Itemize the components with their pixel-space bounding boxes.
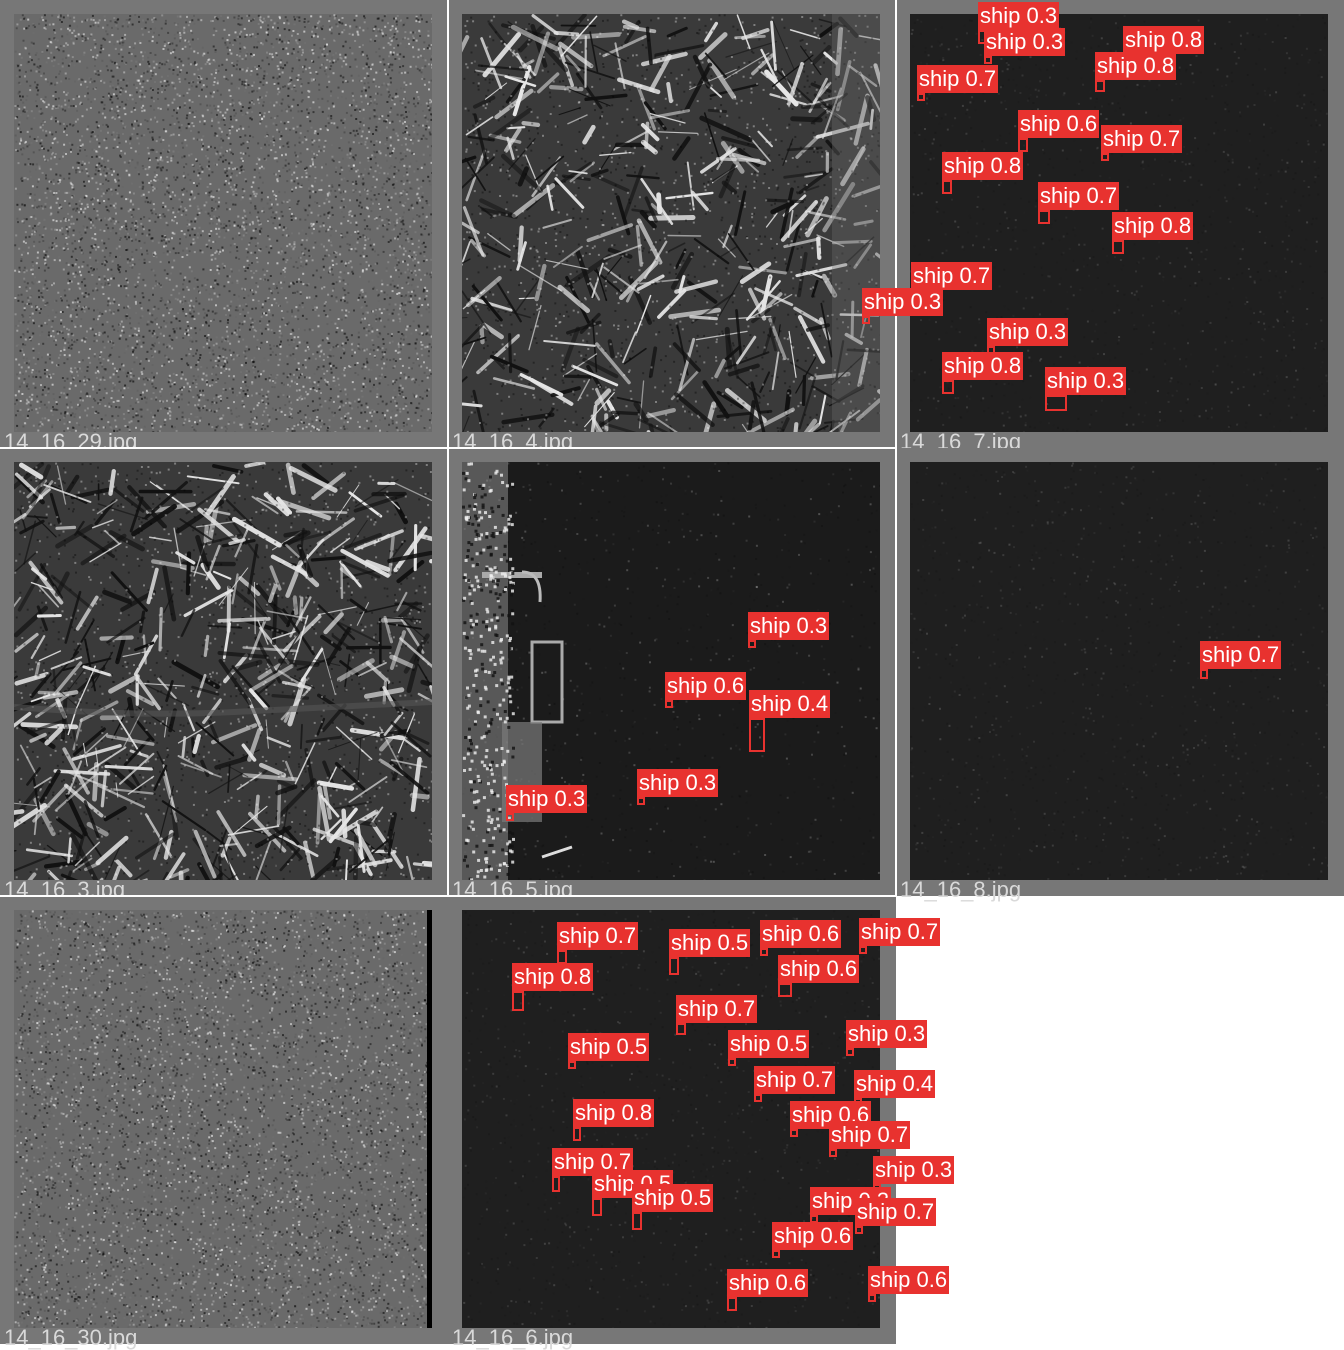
sar-image [910, 462, 1328, 880]
detection-box [862, 316, 870, 324]
detection-box [829, 1149, 837, 1157]
detection-label: ship 0.8 [942, 352, 1023, 380]
sar-image [14, 910, 432, 1328]
detection-label: ship 0.4 [749, 690, 830, 718]
detection-label: ship 0.3 [846, 1020, 927, 1048]
detection-box [592, 1198, 602, 1216]
detection-label: ship 0.6 [868, 1266, 949, 1294]
image-cell: 14_16_8.jpg [896, 448, 1344, 896]
detection-box [859, 946, 867, 954]
detection-label: ship 0.7 [855, 1198, 936, 1226]
detection-box [512, 991, 524, 1011]
detection-label: ship 0.7 [557, 922, 638, 950]
detection-box [942, 180, 952, 194]
detection-box [855, 1226, 863, 1234]
detection-label: ship 0.8 [942, 152, 1023, 180]
image-filename: 14_16_8.jpg [900, 878, 1021, 902]
detection-box [790, 1129, 798, 1137]
image-cell: 14_16_4.jpg [448, 0, 896, 448]
detection-label: ship 0.3 [984, 28, 1065, 56]
detection-box [552, 1176, 560, 1192]
detection-box [1018, 138, 1028, 152]
detection-box [778, 983, 792, 997]
detection-box [748, 640, 756, 648]
detection-label: ship 0.7 [1038, 182, 1119, 210]
detection-label: ship 0.5 [632, 1184, 713, 1212]
image-filename: 14_16_6.jpg [452, 1326, 573, 1350]
detection-box [557, 950, 567, 964]
detection-box [1200, 669, 1208, 679]
detection-label: ship 0.6 [760, 920, 841, 948]
detection-label: ship 0.8 [1123, 26, 1204, 54]
detection-label: ship 0.8 [1095, 52, 1176, 80]
detection-box [665, 700, 673, 708]
detection-label: ship 0.7 [1101, 125, 1182, 153]
detection-label: ship 0.7 [859, 918, 940, 946]
detection-box [568, 1061, 576, 1069]
grid-divider [0, 895, 896, 897]
detection-box [727, 1297, 737, 1311]
detection-label: ship 0.8 [573, 1099, 654, 1127]
detection-label: ship 0.7 [676, 995, 757, 1023]
detection-label: ship 0.7 [911, 262, 992, 290]
detection-box [772, 1250, 780, 1258]
detection-box [1045, 395, 1067, 411]
image-cell: 14_16_29.jpg [0, 0, 448, 448]
detection-label: ship 0.3 [637, 769, 718, 797]
detection-box [506, 813, 514, 821]
detection-box [728, 1058, 736, 1066]
detection-label: ship 0.3 [978, 2, 1059, 30]
detection-label: ship 0.5 [669, 929, 750, 957]
detection-box [749, 718, 765, 752]
detection-box [917, 93, 925, 101]
image-cell: 14_16_30.jpg [0, 896, 448, 1344]
detection-box [1112, 240, 1124, 254]
detection-label: ship 0.3 [987, 318, 1068, 346]
detection-label: ship 0.3 [748, 612, 829, 640]
detection-label: ship 0.7 [754, 1066, 835, 1094]
detection-box [942, 380, 954, 394]
sar-image [14, 14, 432, 432]
detection-label: ship 0.3 [1045, 367, 1126, 395]
detection-label: ship 0.3 [862, 288, 943, 316]
detection-box [1038, 210, 1050, 224]
detection-label: ship 0.7 [917, 65, 998, 93]
detection-box [632, 1212, 642, 1230]
detection-box [754, 1094, 762, 1102]
detection-label: ship 0.5 [728, 1030, 809, 1058]
detection-box [868, 1294, 876, 1302]
image-edge-bar [427, 910, 432, 1328]
detection-box [676, 1023, 686, 1035]
detection-label: ship 0.8 [512, 963, 593, 991]
detection-label: ship 0.7 [1200, 641, 1281, 669]
image-filename: 14_16_30.jpg [4, 1326, 137, 1350]
detection-box [669, 957, 679, 975]
detection-box [637, 797, 645, 805]
detection-box [1101, 153, 1109, 161]
detection-label: ship 0.5 [568, 1033, 649, 1061]
detection-label: ship 0.6 [727, 1269, 808, 1297]
detection-label: ship 0.8 [1112, 212, 1193, 240]
sar-image [462, 462, 880, 880]
detection-box [760, 948, 768, 956]
detection-label: ship 0.7 [829, 1121, 910, 1149]
sar-image [14, 462, 432, 880]
grid-divider [0, 447, 896, 449]
image-cell: 14_16_3.jpg [0, 448, 448, 896]
detection-box [984, 56, 992, 64]
detection-label: ship 0.3 [506, 785, 587, 813]
detection-label: ship 0.6 [1018, 110, 1099, 138]
detection-label: ship 0.6 [778, 955, 859, 983]
detection-label: ship 0.4 [854, 1070, 935, 1098]
detection-box [1095, 80, 1105, 92]
detection-label: ship 0.3 [873, 1156, 954, 1184]
sar-image [462, 14, 880, 432]
detection-label: ship 0.6 [665, 672, 746, 700]
detection-box [573, 1127, 581, 1141]
detection-label: ship 0.6 [772, 1222, 853, 1250]
detection-box [846, 1048, 854, 1056]
